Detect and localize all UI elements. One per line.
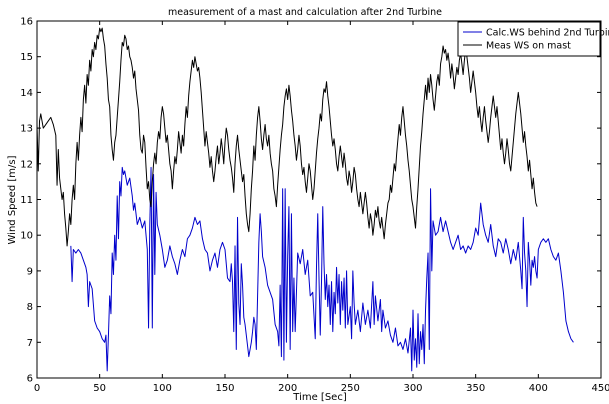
chart-title: measurement of a mast and calculation af… — [168, 7, 442, 18]
y-tick-label: 11 — [20, 195, 33, 206]
y-tick-label: 14 — [20, 88, 33, 99]
y-tick-label: 6 — [27, 374, 33, 385]
series-layer — [36, 27, 574, 372]
y-tick-label: 7 — [27, 338, 33, 349]
chart-legend: Calc.WS behind 2nd Turbine Meas WS on mas… — [457, 21, 609, 57]
y-tick-label: 13 — [20, 124, 33, 135]
series-line-1 — [70, 166, 574, 372]
x-tick-label: 150 — [215, 383, 234, 394]
x-tick-label: 300 — [403, 383, 422, 394]
x-tick-label: 200 — [278, 383, 297, 394]
x-tick-label: 400 — [529, 383, 548, 394]
x-tick-label: 100 — [153, 383, 172, 394]
y-tick-label: 12 — [20, 159, 33, 170]
y-tick-label: 10 — [20, 231, 33, 242]
x-tick-label: 250 — [341, 383, 360, 394]
legend-items: Calc.WS behind 2nd Turbine Meas WS on mas… — [463, 28, 609, 52]
y-axis-ticks: 6 7 8 9 10 11 12 13 14 15 16 — [20, 17, 601, 385]
y-tick-label: 15 — [20, 52, 33, 63]
x-tick-label: 350 — [466, 383, 485, 394]
y-tick-label: 16 — [20, 17, 33, 28]
legend-label-2: Meas WS on mast — [486, 41, 571, 52]
legend-label-1: Calc.WS behind 2nd Turbine — [486, 28, 609, 39]
x-tick-label: 50 — [93, 383, 106, 394]
x-tick-label: 0 — [34, 383, 40, 394]
x-tick-label: 450 — [591, 383, 609, 394]
x-axis-label: Time [Sec] — [292, 392, 347, 403]
legend-box — [457, 21, 601, 57]
series-line-2 — [36, 27, 538, 247]
x-axis-ticks: 0 50 100 150 200 250 300 350 400 450 — [34, 21, 609, 394]
y-tick-label: 9 — [27, 266, 33, 277]
y-axis-label: Wind Speed [m/s] — [7, 155, 18, 244]
y-tick-label: 8 — [27, 302, 33, 313]
plot-area — [37, 21, 601, 378]
